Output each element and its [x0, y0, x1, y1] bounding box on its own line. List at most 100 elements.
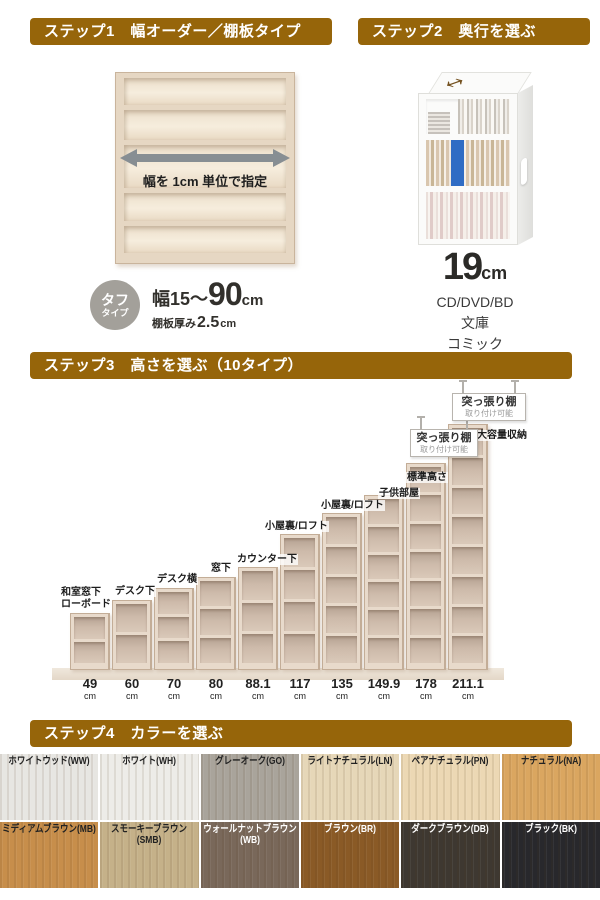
height-number: 135	[331, 676, 353, 691]
height-value-label: 117 cm	[276, 676, 324, 702]
shelf-compartment	[452, 606, 483, 634]
shelf-compartment	[410, 609, 441, 635]
color-swatch-12: ブラック(BK)	[501, 822, 600, 888]
shelf-use-label: デスク横	[156, 573, 198, 585]
shelf-compartment	[116, 604, 147, 632]
shelf-compartment	[368, 638, 399, 663]
height-number: 149.9	[367, 676, 401, 691]
tough-type-badge: タフ タイプ	[90, 280, 140, 330]
height-number: 117	[289, 676, 311, 691]
color-name-label: グレーオーク(GO)	[214, 756, 285, 767]
shelf-compartment	[326, 546, 357, 574]
color-swatch-2: ホワイト(WH)	[100, 754, 199, 820]
tension-note-title: 突っ張り棚	[461, 396, 517, 408]
shelf-compartment	[368, 582, 399, 608]
shelf-compartment	[452, 517, 483, 544]
height-number: 80	[208, 676, 224, 691]
shelf-use-label: 大容量収納	[476, 429, 528, 441]
tension-note-title: 突っ張り棚	[416, 432, 472, 444]
height-value-label: 178 cm	[402, 676, 450, 702]
color-name-label: スモーキーブラウン (SMB)	[111, 824, 188, 846]
height-unit: cm	[84, 691, 96, 701]
color-name-label: ペアナチュラル(PN)	[412, 756, 489, 767]
width-prefix: 幅15～	[152, 289, 209, 309]
shelf-compartment	[368, 554, 399, 580]
shelf-compartment	[284, 602, 315, 631]
cd-stack	[428, 112, 450, 135]
color-swatch-6: ナチュラル(NA)	[501, 754, 600, 820]
color-name-label: ホワイトウッド(WW)	[8, 756, 90, 767]
shelf-compartment	[200, 609, 231, 635]
wood-grain-texture	[0, 822, 99, 888]
height-number: 178	[415, 676, 437, 691]
tower-front	[418, 93, 518, 245]
wood-grain-texture	[0, 754, 99, 820]
shelf-use-label: 小屋裏/ロフト	[320, 499, 385, 511]
wood-grain-texture	[501, 822, 600, 888]
shelf-use-label: 標準高さ	[406, 471, 448, 483]
height-value-label: 80 cm	[192, 676, 240, 702]
shelf-compartment	[410, 495, 441, 521]
color-swatch-7: ミディアムブラウン(MB)	[0, 822, 99, 888]
blue-bd-case	[451, 140, 465, 186]
shelf-compartment	[326, 517, 357, 544]
height-number: 49	[82, 676, 98, 691]
wood-grain-texture	[301, 822, 400, 888]
tower-handle	[521, 156, 527, 186]
height-unit: cm	[336, 691, 348, 701]
shelf-thickness-text: 棚板厚み2.5cm	[152, 314, 263, 332]
shelf-compartment	[74, 641, 105, 663]
shelf-compartment	[158, 641, 189, 664]
height-option-shelf-49cm	[70, 613, 110, 670]
comic-spines	[426, 191, 510, 240]
height-value-label: 70 cm	[150, 677, 198, 702]
arrow-right-head	[273, 149, 290, 167]
depth-unit: cm	[481, 263, 508, 283]
wood-grain-texture	[401, 754, 500, 820]
width-order-bookshelf-image: 幅を 1cm 単位で指定	[115, 72, 295, 264]
color-swatch-1: ホワイトウッド(WW)	[0, 754, 99, 820]
thickness-value: 2.5	[197, 314, 220, 331]
depth-media-line: 文庫	[461, 315, 489, 331]
height-unit: cm	[168, 691, 180, 701]
shelf-compartment	[452, 547, 483, 574]
height-option-shelf-80cm	[196, 577, 236, 670]
height-option-shelf-70cm	[154, 588, 194, 670]
shelf-compartment	[242, 571, 273, 600]
shelf-compartment	[368, 526, 399, 552]
shelf-compartment	[116, 635, 147, 663]
height-number: 60	[124, 676, 140, 691]
thickness-label: 棚板厚み	[152, 318, 196, 330]
floor	[52, 668, 504, 680]
shelf-compartment	[368, 610, 399, 636]
height-unit: cm	[420, 691, 432, 701]
shelf-compartment	[74, 617, 105, 639]
height-unit: cm	[462, 691, 474, 701]
wood-grain-texture	[200, 822, 299, 888]
color-name-label: ナチュラル(NA)	[520, 756, 582, 767]
shelf-compartment	[452, 636, 483, 663]
height-unit: cm	[378, 691, 390, 701]
shelf-compartment	[200, 581, 231, 607]
height-value-label: 135 cm	[318, 676, 366, 702]
width-unit: cm	[241, 292, 264, 309]
wood-grain-texture	[501, 754, 600, 820]
height-option-shelf-211.1cm	[448, 424, 488, 670]
color-swatch-grid: ホワイトウッド(WW) ホワイト(WH) グレーオーク(GO) ライトナチュラル(LN…	[0, 754, 600, 888]
wood-grain-texture	[100, 822, 199, 888]
height-value-label: 211.1 cm	[444, 676, 492, 702]
badge-line1: タフ	[101, 291, 129, 308]
bookshelf-compartment	[124, 110, 286, 140]
height-number: 211.1	[452, 676, 484, 691]
shelf-use-label: 窓下	[210, 562, 232, 574]
shelf-compartment	[326, 636, 357, 663]
color-name-label: ブラウン(BR)	[324, 824, 377, 835]
bookshelf-compartment	[124, 144, 286, 188]
step2-header: ステップ2 奥行を選ぶ	[358, 18, 590, 45]
tower-compartment-comic	[426, 191, 510, 240]
color-swatch-8: スモーキーブラウン (SMB)	[100, 822, 199, 888]
color-name-label: ホワイト(WH)	[122, 756, 177, 767]
badge-line2: タイプ	[101, 307, 129, 318]
arrow-bar	[134, 154, 276, 162]
tension-shelf-note: 突っ張り棚 取り付け可能	[452, 380, 526, 421]
